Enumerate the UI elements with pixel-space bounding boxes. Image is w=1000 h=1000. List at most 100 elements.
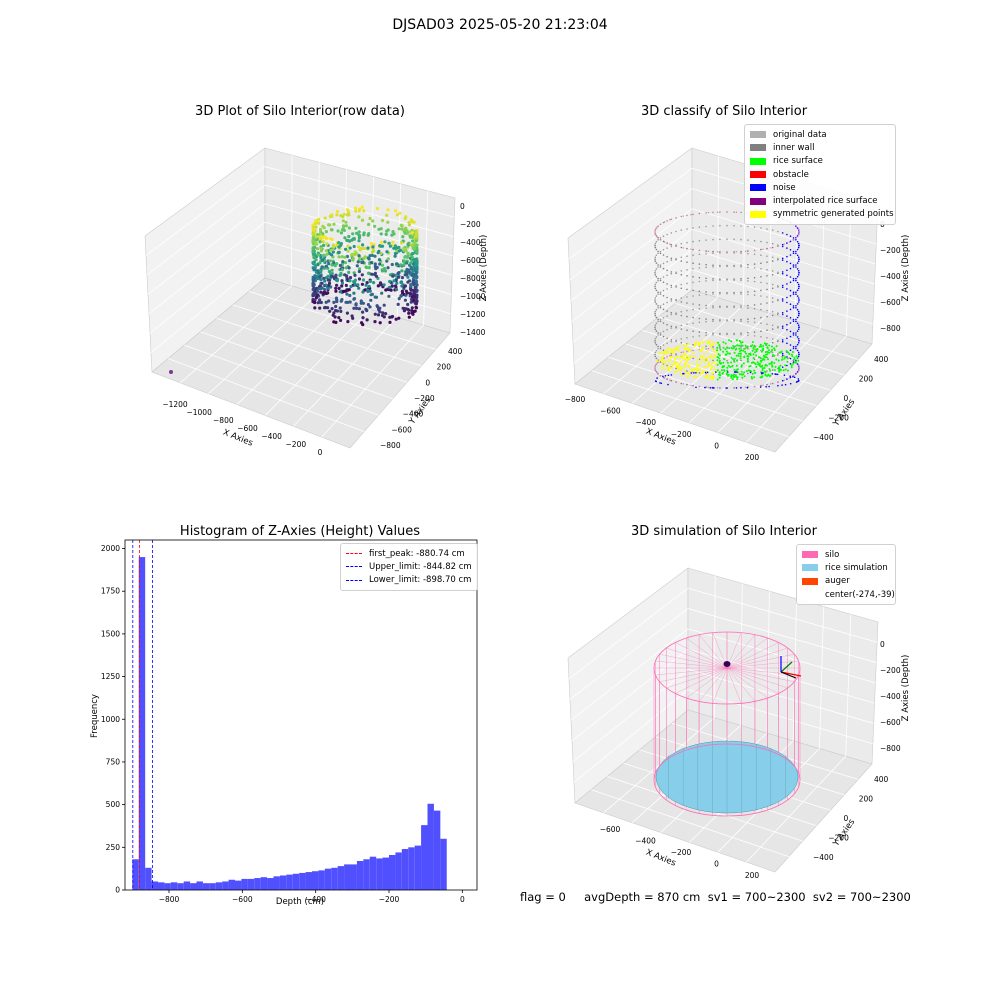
panel2-wall-point (719, 320, 721, 322)
panel1-point (324, 264, 328, 268)
panel2-wall-point (686, 370, 688, 372)
panel2-wall-point (797, 242, 800, 245)
panel2-surface-point (711, 354, 714, 357)
panel1-point (347, 234, 351, 239)
panel2-surface-point (716, 350, 718, 353)
panel2-wall-point (789, 308, 792, 311)
panel2-silo-point (795, 372, 798, 374)
panel2-surface-point (664, 349, 666, 352)
panel2-surface-point (759, 356, 762, 359)
panel1-point (348, 293, 352, 298)
panel1-point (344, 220, 348, 224)
panel2-surface-point (734, 348, 737, 351)
panel2-surface-point (662, 368, 665, 371)
panel2-surface-point (751, 341, 754, 343)
panel2-wall-point (740, 346, 742, 348)
panel1-point (414, 302, 418, 306)
panel2-wall-point (740, 225, 742, 227)
histogram-bar (401, 849, 409, 890)
panel2-wall-point (760, 276, 762, 278)
panel2-wall-point (753, 331, 756, 333)
panel2-wall-point (657, 291, 659, 294)
panel2-wall-point (657, 332, 659, 334)
panel1-point (353, 206, 358, 210)
panel2-surface-point (682, 343, 685, 346)
panel1-point (362, 209, 366, 213)
panel2-silo-point (698, 385, 701, 388)
panel2-wall-point (789, 295, 792, 297)
panel2-wall-point (726, 292, 728, 295)
panel2-surface-point (737, 354, 740, 357)
panel2-surface-point (752, 347, 755, 350)
panel2-wall-point (726, 320, 728, 322)
panel1-point (311, 232, 315, 236)
histogram-x-tick-label: −400 (305, 895, 326, 904)
panel2-surface-point (680, 368, 683, 371)
panel2-surface-point (699, 373, 702, 376)
panel2-wall-point (796, 295, 799, 297)
panel2-wall-point (675, 367, 677, 370)
panel1-point (413, 309, 417, 313)
panel2-wall-point (760, 303, 762, 305)
panel4-silo-roof-line (726, 667, 788, 689)
histogram-y-tick-label: 1250 (101, 672, 120, 681)
panel2-wall-point (662, 295, 665, 297)
panel2-noise-point (793, 376, 796, 379)
panel1-point (321, 232, 325, 236)
panel2-surface-point (726, 366, 729, 369)
panel1-point (359, 301, 363, 305)
panel4-back-grid (766, 591, 770, 734)
panel2-wall-point (686, 383, 688, 386)
panel2-surface-point (738, 344, 741, 347)
panel2-surface-point (746, 357, 749, 360)
panel2-surface-point (761, 369, 764, 372)
panel1-point (316, 218, 320, 222)
histogram-bar (318, 870, 325, 890)
panel2-wall-point (740, 320, 742, 323)
panel2-wall-point (662, 322, 665, 324)
panel1-point (395, 281, 399, 285)
panel2-wall-point (675, 257, 677, 260)
panel1-point (403, 255, 407, 259)
panel2-wall-point (686, 302, 688, 304)
panel2-noise-point (776, 373, 779, 376)
panel2-wall-point (705, 293, 707, 296)
panel2-wall-point (655, 254, 658, 257)
panel2-wall-point (797, 287, 800, 290)
panel1-point (332, 275, 336, 279)
panel2-wall-point (692, 268, 694, 270)
panel1-point (386, 257, 390, 261)
panel1-point (403, 298, 407, 302)
status-footer: flag = 0 avgDepth = 870 cm sv1 = 700~230… (520, 890, 911, 904)
panel1-point (314, 296, 318, 300)
panel4-silo-roof-line (726, 654, 795, 669)
panel2-wall-point (798, 258, 800, 261)
panel2-silo-point (682, 215, 684, 217)
panel2-wall-point (747, 280, 749, 282)
panel1-point (400, 289, 404, 293)
panel2-wall-point (747, 239, 749, 241)
panel2-noise-point (725, 387, 727, 389)
panel2-wall-point (659, 306, 662, 309)
panel2-wall-point (654, 242, 657, 245)
panel1-point (406, 275, 410, 279)
panel2-wall-point (654, 324, 657, 327)
panel1-point (380, 244, 385, 248)
panel2-wall-point (753, 276, 756, 279)
panel2-surface-point (733, 357, 736, 360)
panel1-point (338, 290, 342, 294)
panel2-wall-point (654, 270, 657, 272)
panel2-surface-point (667, 347, 670, 350)
panel4-back-grid (687, 689, 873, 745)
panel2-wall-point (666, 296, 668, 299)
panel2-surface-point (684, 353, 687, 356)
panel2-surface-point (729, 366, 732, 368)
histogram-y-tick-label: 1750 (101, 587, 120, 596)
panel2-surface-point (676, 370, 679, 373)
histogram-bar (324, 868, 332, 890)
panel2-back-grid (691, 269, 873, 325)
panel2-surface-point (751, 349, 754, 352)
panel2-wall-point (662, 254, 665, 256)
panel2-noise-point (704, 371, 707, 374)
